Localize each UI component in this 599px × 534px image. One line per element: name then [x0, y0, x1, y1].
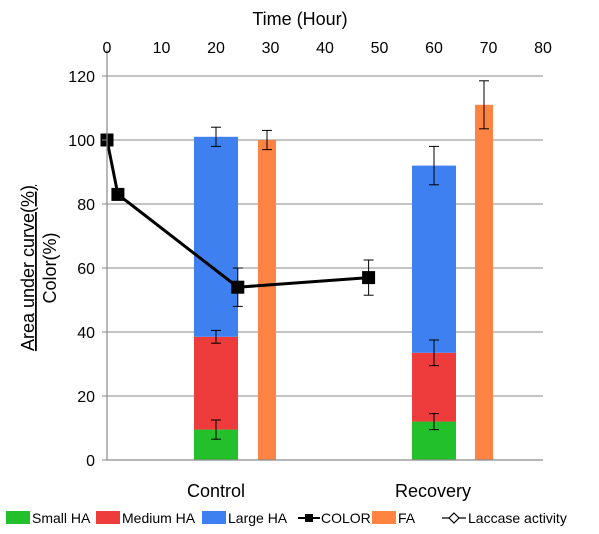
top-axis-tick-label: 0	[103, 40, 112, 57]
color-series	[100, 133, 376, 307]
legend-item-large-ha: Large HA	[202, 510, 288, 526]
y-tick-label: 120	[68, 69, 95, 86]
legend-item-color: COLOR	[298, 510, 371, 526]
top-axis-tick-label: 70	[480, 40, 498, 57]
color-point	[231, 280, 245, 294]
legend-item-laccase-activity: Laccase activity	[442, 510, 567, 526]
legend-label-color: COLOR	[321, 510, 371, 526]
legend-item-fa: FA	[372, 510, 416, 526]
y-axis-title-line2: Color(%)	[40, 232, 60, 303]
color-series-line	[105, 139, 369, 289]
top-axis-tick-label: 20	[207, 40, 225, 57]
legend: Small HA Medium HA Large HA COLOR FA Laccase …	[6, 510, 567, 526]
y-axis-title-line1: Area under curve(%)	[18, 185, 38, 351]
bar-fa-recovery	[475, 104, 493, 461]
legend-swatch-small-ha	[6, 511, 30, 524]
color-point	[362, 271, 376, 285]
top-axis-tick-label: 60	[425, 40, 443, 57]
top-axis-title: Time (Hour)	[252, 9, 347, 29]
top-axis-tick-label: 80	[534, 40, 552, 57]
legend-swatch-large-ha	[202, 511, 226, 524]
legend-marker-laccase-activity	[448, 512, 460, 524]
y-tick-label: 40	[77, 325, 95, 342]
top-axis-tick-label: 10	[153, 40, 171, 57]
y-tick-label: 100	[68, 133, 95, 150]
legend-swatch-fa	[372, 511, 396, 524]
top-axis-tick-label: 50	[371, 40, 389, 57]
y-axis-title: Area under curve(%) Color(%)	[18, 185, 60, 351]
legend-label-large-ha: Large HA	[228, 510, 288, 526]
legend-label-fa: FA	[398, 510, 416, 526]
bar-medium-ha-control	[194, 336, 238, 430]
legend-marker-color	[305, 514, 313, 522]
legend-label-small-ha: Small HA	[32, 510, 91, 526]
bar-large-ha-recovery	[412, 165, 456, 353]
axes	[102, 50, 543, 461]
legend-item-medium-ha: Medium HA	[96, 510, 196, 526]
legend-item-small-ha: Small HA	[6, 510, 91, 526]
x-tick-labels: 0 10 20 30 40 50 60 70 80	[103, 40, 552, 57]
bar-large-ha-control	[194, 136, 238, 337]
category-label-recovery: Recovery	[395, 481, 471, 501]
color-point	[111, 187, 125, 201]
legend-swatch-medium-ha	[96, 511, 120, 524]
top-axis-tick-label: 30	[262, 40, 280, 57]
bars	[194, 104, 493, 461]
bar-fa-control	[258, 140, 276, 460]
legend-label-medium-ha: Medium HA	[122, 510, 196, 526]
legend-label-laccase-activity: Laccase activity	[468, 510, 567, 526]
y-tick-label: 80	[77, 197, 95, 214]
y-tick-label: 0	[86, 453, 95, 470]
y-tick-label: 60	[77, 261, 95, 278]
grid	[107, 75, 543, 397]
y-tick-labels: 0 20 40 60 80 100 120	[68, 69, 95, 470]
top-axis-tick-label: 40	[316, 40, 334, 57]
error-bars	[211, 80, 489, 440]
category-label-control: Control	[187, 481, 245, 501]
y-tick-label: 20	[77, 389, 95, 406]
